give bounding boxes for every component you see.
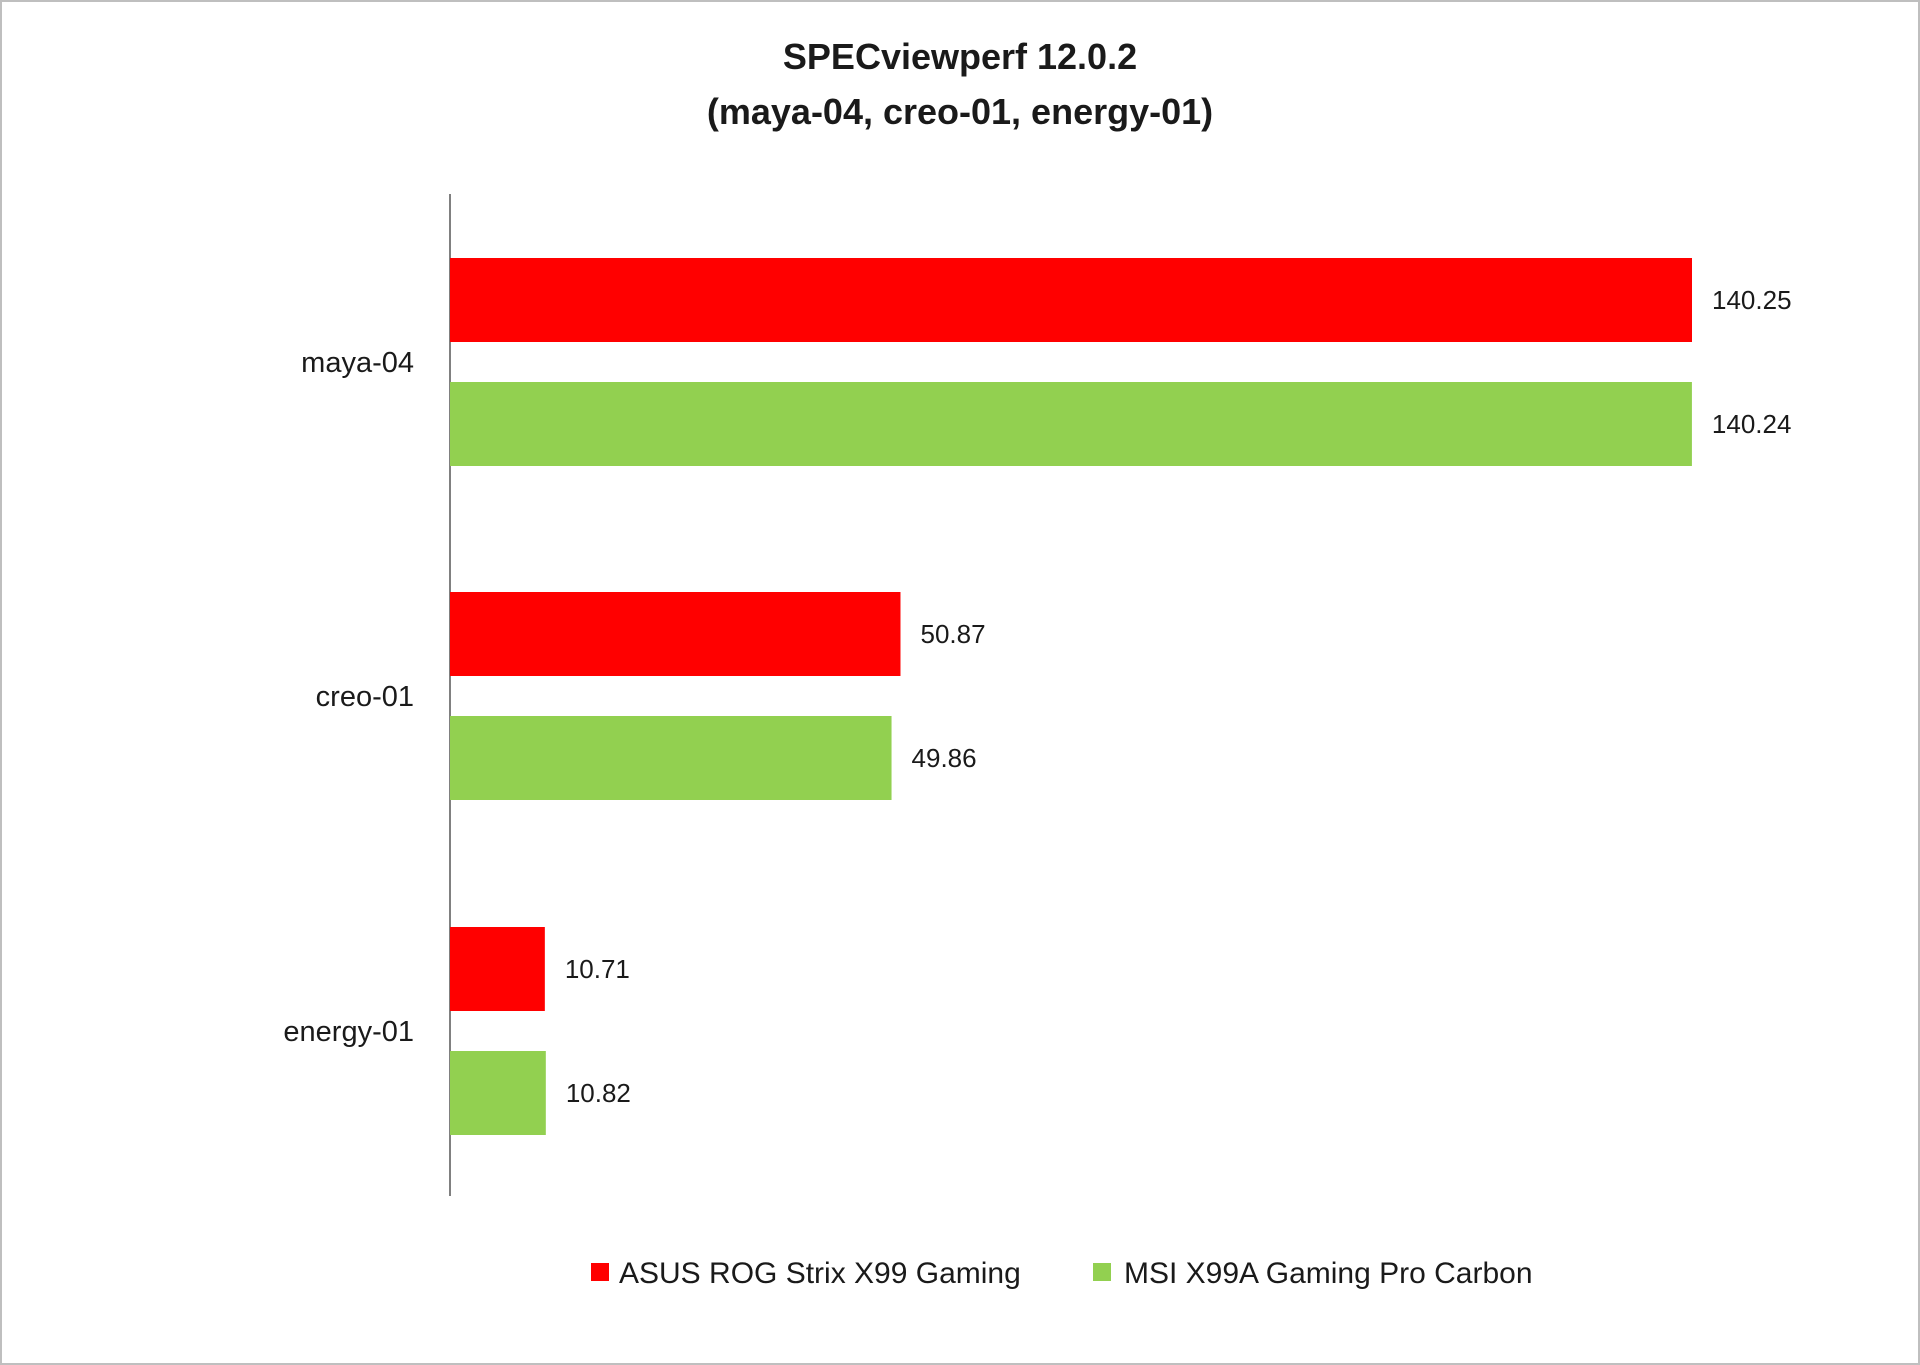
bar-energy-01-series-1 [450,927,545,1011]
bar-maya-04-series-1 [450,258,1692,342]
legend-label-series-2: MSI X99A Gaming Pro Carbon [1124,1257,1533,1290]
legend: ASUS ROG Strix X99 Gaming MSI X99A Gaming… [591,1257,1533,1290]
value-label-creo-01-series-1: 50.87 [920,619,985,649]
value-label-energy-01-series-1: 10.71 [565,954,630,984]
chart-title-line-2: (maya-04, creo-01, energy-01) [707,91,1213,132]
value-label-maya-04-series-2: 140.24 [1712,409,1792,439]
bar-creo-01-series-2 [450,716,892,800]
legend-swatch-series-1 [591,1263,609,1281]
plot-area: 140.25 140.24 maya-04 50.87 49.86 creo-01 10.7… [283,194,1792,1196]
bar-energy-01-series-2 [450,1051,546,1135]
value-label-energy-01-series-2: 10.82 [566,1078,631,1108]
value-label-maya-04-series-1: 140.25 [1712,285,1792,315]
category-label-maya-04: maya-04 [301,347,414,379]
bar-maya-04-series-2 [450,382,1692,466]
chart-title: SPECviewperf 12.0.2 (maya-04, creo-01, e… [707,36,1213,132]
category-label-creo-01: creo-01 [316,681,414,713]
category-label-energy-01: energy-01 [283,1016,414,1048]
value-label-creo-01-series-2: 49.86 [912,743,977,773]
bar-creo-01-series-1 [450,592,901,676]
chart-title-line-1: SPECviewperf 12.0.2 [783,36,1137,77]
legend-swatch-series-2 [1093,1263,1111,1281]
legend-label-series-1: ASUS ROG Strix X99 Gaming [619,1257,1021,1290]
